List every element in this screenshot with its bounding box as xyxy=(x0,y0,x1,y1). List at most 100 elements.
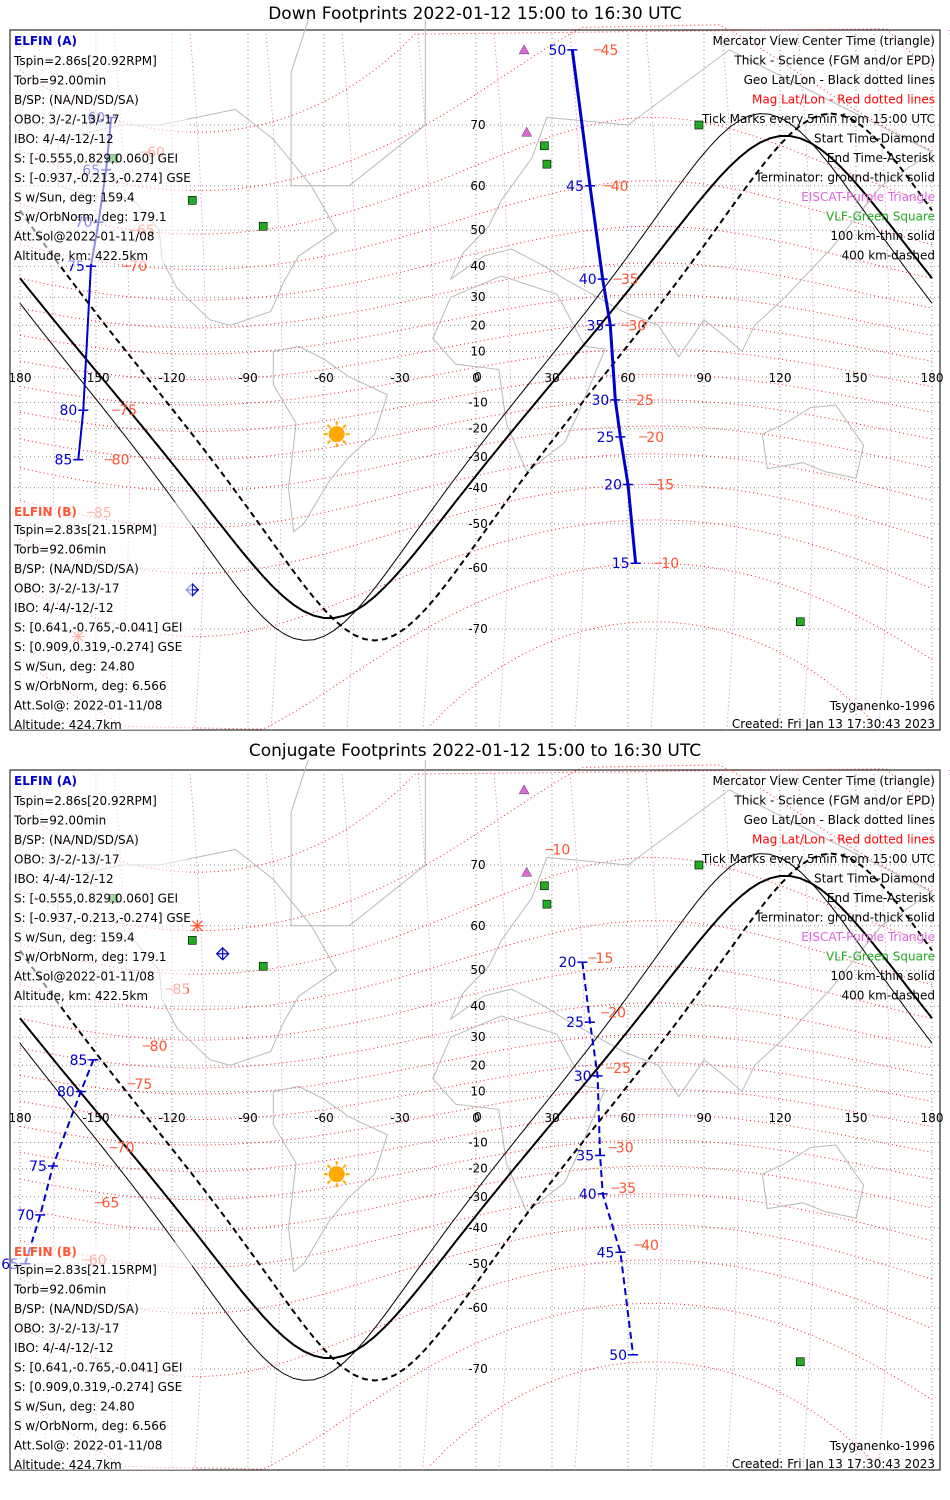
elfin-a-tick-label: 15 xyxy=(612,556,630,572)
mag-tick-label: 15 xyxy=(656,477,674,493)
elfin-a-tick-label: 45 xyxy=(597,1245,615,1261)
mag-lat-line xyxy=(19,322,933,380)
mag-tick-label: 20 xyxy=(608,1006,626,1022)
y-tick-label: 10 xyxy=(470,345,485,359)
mag-lon-line xyxy=(797,769,815,1471)
y-tick-label: 0 xyxy=(474,1110,482,1124)
x-tick-label: 180 xyxy=(9,371,32,385)
terminator-100km-curve xyxy=(19,853,933,1381)
elfin-b-info-line: S: [0.909,0.319,-0.274] GSE xyxy=(14,1380,182,1394)
sun-icon xyxy=(323,1161,350,1188)
panel-2-title: Conjugate Footprints 2022-01-12 15:00 to… xyxy=(248,741,702,761)
y-tick-label: 60 xyxy=(470,179,485,193)
conjugate-footprints-map: 180 -150 -120 -90 -60 -30 0 30 60 90 120 150 180 70 60… xyxy=(1,760,950,1472)
mag-lat-line xyxy=(19,1088,933,1146)
panel-1-title: Down Footprints 2022-01-12 15:00 to 16:3… xyxy=(268,4,682,24)
start-diamond-icon xyxy=(215,946,230,961)
down-footprints-map: 180 -150 -120 -90 -60 -30 0 30 60 90 120 150 180 70 60… xyxy=(9,20,950,732)
legend-entry: Terminator: ground-thick solid xyxy=(754,911,935,925)
terminator-curve xyxy=(19,135,933,619)
continent-outline xyxy=(272,345,388,533)
mag-lat-line xyxy=(19,1114,933,1172)
elfin-a-info-line: Torb=92.00min xyxy=(13,74,106,88)
mag-lon-line xyxy=(417,769,435,1471)
elfin-a-tick-label: 40 xyxy=(579,272,597,288)
y-tick-label: 60 xyxy=(470,919,485,933)
mag-lon-line xyxy=(645,29,663,731)
legend-entry: Start Time-Diamond xyxy=(814,132,935,146)
mag-tick-label: 25 xyxy=(636,393,654,409)
legend-entry: EISCAT-Purple Triangle xyxy=(801,190,935,204)
y-tick-label: 50 xyxy=(470,963,485,977)
mag-lon-line xyxy=(873,769,891,1471)
sun-ray xyxy=(342,1164,347,1169)
elfin-b-info-line: Torb=92.06min xyxy=(13,543,106,557)
mag-lat-line xyxy=(19,293,933,355)
legend-entry: Terminator: ground-thick solid xyxy=(754,171,935,185)
mag-tick-label: 75 xyxy=(119,403,137,419)
mag-tick-label: 15 xyxy=(596,951,614,967)
elfin-a-tick-label: 45 xyxy=(566,179,584,195)
mag-tick-label: 80 xyxy=(150,1039,168,1055)
model-label: Tsyganenko-1996 xyxy=(829,1439,935,1453)
y-tick-label: -60 xyxy=(468,1301,488,1315)
legend-entry: Mercator View Center Time (triangle) xyxy=(713,774,935,788)
elfin-a-tick-label: 50 xyxy=(609,1348,627,1364)
elfin-a-name: ELFIN (A) xyxy=(14,774,77,788)
mag-lat-line xyxy=(19,483,933,574)
legend-entry: Start Time-Diamond xyxy=(814,872,935,886)
y-tick-label: -30 xyxy=(468,1190,488,1204)
y-tick-label: -50 xyxy=(468,1257,488,1271)
mag-tick-label: 65 xyxy=(102,1196,120,1212)
x-tick-label: -30 xyxy=(390,1111,410,1125)
elfin-b-info-line: S w/OrbNorm, deg: 6.566 xyxy=(14,679,166,693)
vlf-square-icon xyxy=(258,961,268,971)
elfin-a-info-line: Tspin=2.86s[20.92RPM] xyxy=(13,794,157,808)
x-tick-label: -60 xyxy=(314,371,334,385)
elfin-b-info-line: IBO: 4/-4/-12/-12 xyxy=(14,1341,114,1355)
elfin-b-info-line: S w/Sun, deg: 24.80 xyxy=(14,1400,135,1414)
mag-lon-line xyxy=(189,29,207,731)
mag-lat-line xyxy=(19,1223,933,1314)
eiscat-triangle-icon xyxy=(518,784,530,795)
y-tick-label: 0 xyxy=(474,370,482,384)
elfin-b-info-line: B/SP: (NA/ND/SD/SA) xyxy=(14,1302,139,1316)
elfin-b-info-line: Att.Sol@: 2022-01-11/08 xyxy=(14,699,162,713)
mag-lon-line xyxy=(265,769,283,1471)
legend-entry: 400 km-dashed xyxy=(841,989,935,1003)
sun-ray xyxy=(326,1164,332,1169)
elfin-a-tick-label: 35 xyxy=(586,318,604,334)
elfin-b-info-line: S w/Sun, deg: 24.80 xyxy=(14,660,135,674)
mag-lat-line xyxy=(19,374,933,432)
mag-lon-line xyxy=(265,29,283,731)
mag-tick-label: 10 xyxy=(552,842,570,858)
mag-grid xyxy=(19,764,950,1471)
mag-lon-line xyxy=(721,29,739,731)
mag-lon-line xyxy=(493,29,511,731)
y-tick-label: 40 xyxy=(470,259,485,273)
vlf-square-icon xyxy=(795,1357,805,1367)
vlf-square-icon xyxy=(258,221,268,231)
y-tick-label: -40 xyxy=(468,1221,488,1235)
elfin-a-info-line: S: [-0.937,-0.213,-0.274] GSE xyxy=(14,911,191,925)
mag-tick-label: 25 xyxy=(613,1061,631,1077)
legend-entry: Geo Lat/Lon - Black dotted lines xyxy=(744,813,935,827)
elfin-a-tick-label: 20 xyxy=(604,477,622,493)
sun-ray xyxy=(342,1179,347,1185)
x-tick-label: 60 xyxy=(620,371,635,385)
elfin-b-info-line: S: [0.909,0.319,-0.274] GSE xyxy=(14,640,182,654)
continent-outline xyxy=(449,789,933,1098)
mag-lon-line xyxy=(189,769,207,1471)
elfin-a-tick-label: 25 xyxy=(566,1015,584,1031)
x-tick-label: 180 xyxy=(9,1111,32,1125)
terminator-100km-curve xyxy=(19,113,933,641)
elfin-a-tick-label: 40 xyxy=(579,1187,597,1203)
legend-entry: Geo Lat/Lon - Black dotted lines xyxy=(744,73,935,87)
x-tick-label: 30 xyxy=(544,1111,559,1125)
legend-entry: End Time-Asterisk xyxy=(827,891,935,905)
elfin-a-info-line: S w/OrbNorm, deg: 179.1 xyxy=(14,950,166,964)
elfin-a-info-line: Tspin=2.86s[20.92RPM] xyxy=(13,54,157,68)
sun-ray xyxy=(342,424,347,429)
eiscat-triangle-icon xyxy=(518,44,530,55)
vlf-square-icon xyxy=(542,159,552,169)
